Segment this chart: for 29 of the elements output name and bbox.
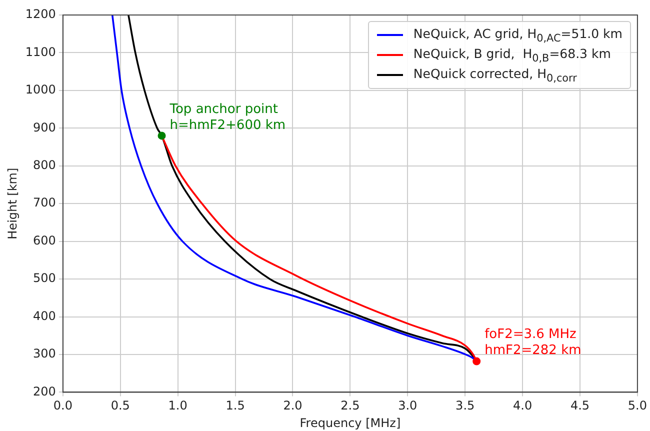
y-tick-label: 600	[33, 233, 56, 248]
x-tick-label: 0.0	[53, 398, 72, 413]
x-tick-label: 2.5	[340, 398, 360, 413]
annotation: foF2=3.6 MHz hmF2=282 km	[484, 327, 582, 360]
y-tick-label: 400	[33, 308, 56, 323]
y-tick-label: 500	[33, 271, 56, 286]
y-tick-label: 300	[33, 346, 56, 361]
legend-label: NeQuick, B grid, H$_{0,B}$=68.3 km	[413, 46, 611, 64]
x-tick-label: 2.0	[283, 398, 302, 413]
legend-label: NeQuick corrected, H$_{0,corr}$	[413, 66, 577, 84]
y-tick-label: 900	[33, 120, 56, 134]
legend-label: NeQuick, AC grid, H$_{0,AC}$=51.0 km	[413, 26, 622, 44]
x-tick-label: 3.0	[398, 398, 418, 413]
x-tick-label: 1.5	[226, 398, 245, 413]
x-axis-title: Frequency [MHz]	[300, 416, 401, 430]
x-tick-label: 1.0	[168, 398, 188, 413]
y-tick-label: 200	[33, 384, 56, 398]
y-tick-label: 800	[33, 158, 56, 172]
x-tick-label: 4.0	[513, 398, 532, 413]
y-tick-label: 1100	[25, 44, 56, 59]
y-axis-title: Height [km]	[5, 168, 20, 240]
x-tick-label: 3.5	[456, 398, 475, 413]
y-tick-label: 1000	[25, 82, 56, 97]
y-tick-label: 1200	[25, 7, 56, 22]
x-tick-label: 4.5	[570, 398, 590, 413]
y-tick-label: 700	[33, 196, 56, 210]
x-tick-label: 0.5	[110, 398, 130, 413]
x-tick-label: 5.0	[628, 398, 648, 413]
annotation: Top anchor point h=hmF2+600 km	[170, 102, 286, 134]
